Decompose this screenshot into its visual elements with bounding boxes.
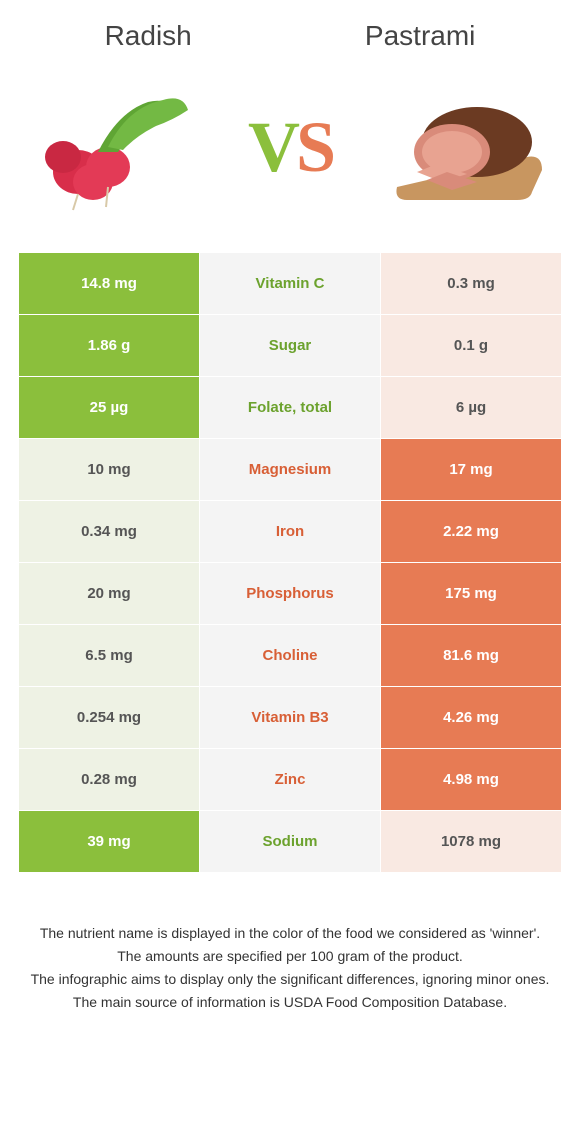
table-row: 0.34 mgIron2.22 mg — [19, 501, 562, 563]
food-right-label: Pastrami — [365, 20, 475, 52]
value-right: 6 µg — [381, 377, 562, 439]
images-row: VS — [18, 82, 562, 212]
table-row: 25 µgFolate, total6 µg — [19, 377, 562, 439]
nutrient-name: Iron — [200, 501, 381, 563]
value-left: 20 mg — [19, 563, 200, 625]
value-right: 4.98 mg — [381, 749, 562, 811]
value-left: 25 µg — [19, 377, 200, 439]
nutrient-name: Choline — [200, 625, 381, 687]
value-left: 39 mg — [19, 811, 200, 873]
value-left: 0.28 mg — [19, 749, 200, 811]
radish-image — [28, 82, 198, 212]
table-row: 39 mgSodium1078 mg — [19, 811, 562, 873]
nutrient-name: Zinc — [200, 749, 381, 811]
table-row: 6.5 mgCholine81.6 mg — [19, 625, 562, 687]
vs-label: VS — [248, 106, 332, 189]
nutrient-name: Vitamin C — [200, 253, 381, 315]
header-row: Radish Pastrami — [18, 20, 562, 52]
footnote-line: The amounts are specified per 100 gram o… — [28, 946, 552, 967]
value-right: 2.22 mg — [381, 501, 562, 563]
table-row: 20 mgPhosphorus175 mg — [19, 563, 562, 625]
footnote-line: The nutrient name is displayed in the co… — [28, 923, 552, 944]
value-right: 17 mg — [381, 439, 562, 501]
value-left: 1.86 g — [19, 315, 200, 377]
vs-v-letter: V — [248, 107, 296, 187]
value-right: 1078 mg — [381, 811, 562, 873]
nutrient-name: Folate, total — [200, 377, 381, 439]
nutrient-name: Sugar — [200, 315, 381, 377]
footnote-line: The infographic aims to display only the… — [28, 969, 552, 990]
table-row: 14.8 mgVitamin C0.3 mg — [19, 253, 562, 315]
value-left: 0.34 mg — [19, 501, 200, 563]
value-left: 10 mg — [19, 439, 200, 501]
footnote-line: The main source of information is USDA F… — [28, 992, 552, 1013]
value-right: 175 mg — [381, 563, 562, 625]
nutrient-name: Magnesium — [200, 439, 381, 501]
pastrami-image — [382, 82, 552, 212]
nutrient-name: Sodium — [200, 811, 381, 873]
food-left-label: Radish — [105, 20, 192, 52]
table-row: 1.86 gSugar0.1 g — [19, 315, 562, 377]
footnotes: The nutrient name is displayed in the co… — [18, 923, 562, 1013]
value-left: 6.5 mg — [19, 625, 200, 687]
value-left: 0.254 mg — [19, 687, 200, 749]
value-right: 81.6 mg — [381, 625, 562, 687]
value-right: 0.1 g — [381, 315, 562, 377]
nutrient-name: Vitamin B3 — [200, 687, 381, 749]
value-right: 4.26 mg — [381, 687, 562, 749]
value-right: 0.3 mg — [381, 253, 562, 315]
comparison-table: 14.8 mgVitamin C0.3 mg1.86 gSugar0.1 g25… — [18, 252, 562, 873]
value-left: 14.8 mg — [19, 253, 200, 315]
table-row: 0.28 mgZinc4.98 mg — [19, 749, 562, 811]
table-row: 10 mgMagnesium17 mg — [19, 439, 562, 501]
nutrient-name: Phosphorus — [200, 563, 381, 625]
vs-s-letter: S — [296, 107, 332, 187]
table-row: 0.254 mgVitamin B34.26 mg — [19, 687, 562, 749]
